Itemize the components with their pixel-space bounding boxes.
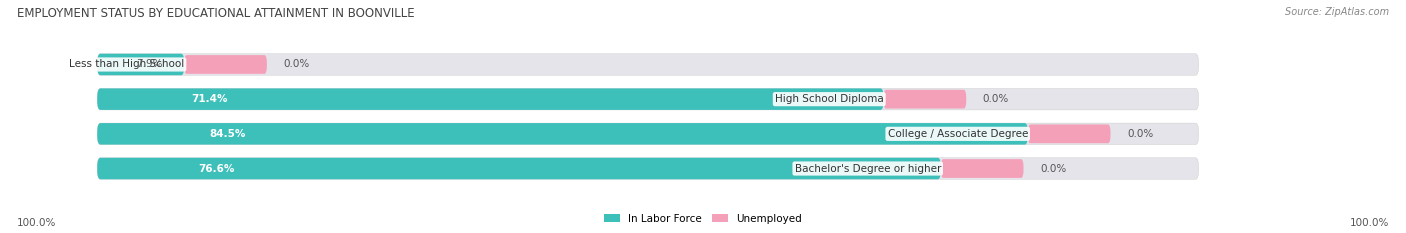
- Text: College / Associate Degree: College / Associate Degree: [887, 129, 1028, 139]
- FancyBboxPatch shape: [1028, 124, 1111, 143]
- Text: 0.0%: 0.0%: [1040, 164, 1066, 174]
- Text: Less than High School: Less than High School: [69, 59, 184, 69]
- FancyBboxPatch shape: [97, 158, 1198, 179]
- FancyBboxPatch shape: [97, 54, 1198, 75]
- Text: 84.5%: 84.5%: [209, 129, 245, 139]
- Text: 100.0%: 100.0%: [17, 218, 56, 228]
- Legend: In Labor Force, Unemployed: In Labor Force, Unemployed: [600, 209, 806, 228]
- Text: 71.4%: 71.4%: [191, 94, 228, 104]
- Text: 0.0%: 0.0%: [983, 94, 1010, 104]
- Text: EMPLOYMENT STATUS BY EDUCATIONAL ATTAINMENT IN BOONVILLE: EMPLOYMENT STATUS BY EDUCATIONAL ATTAINM…: [17, 7, 415, 20]
- FancyBboxPatch shape: [97, 54, 184, 75]
- Text: 7.9%: 7.9%: [136, 59, 162, 69]
- Text: 76.6%: 76.6%: [198, 164, 235, 174]
- FancyBboxPatch shape: [184, 55, 267, 74]
- FancyBboxPatch shape: [97, 88, 883, 110]
- Text: 0.0%: 0.0%: [1128, 129, 1153, 139]
- FancyBboxPatch shape: [883, 90, 966, 109]
- Text: 100.0%: 100.0%: [1350, 218, 1389, 228]
- FancyBboxPatch shape: [941, 159, 1024, 178]
- Text: Bachelor's Degree or higher: Bachelor's Degree or higher: [794, 164, 941, 174]
- FancyBboxPatch shape: [97, 88, 1198, 110]
- Text: High School Diploma: High School Diploma: [775, 94, 883, 104]
- Text: Source: ZipAtlas.com: Source: ZipAtlas.com: [1285, 7, 1389, 17]
- FancyBboxPatch shape: [97, 158, 941, 179]
- FancyBboxPatch shape: [97, 123, 1198, 145]
- FancyBboxPatch shape: [97, 123, 1028, 145]
- Text: 0.0%: 0.0%: [284, 59, 309, 69]
